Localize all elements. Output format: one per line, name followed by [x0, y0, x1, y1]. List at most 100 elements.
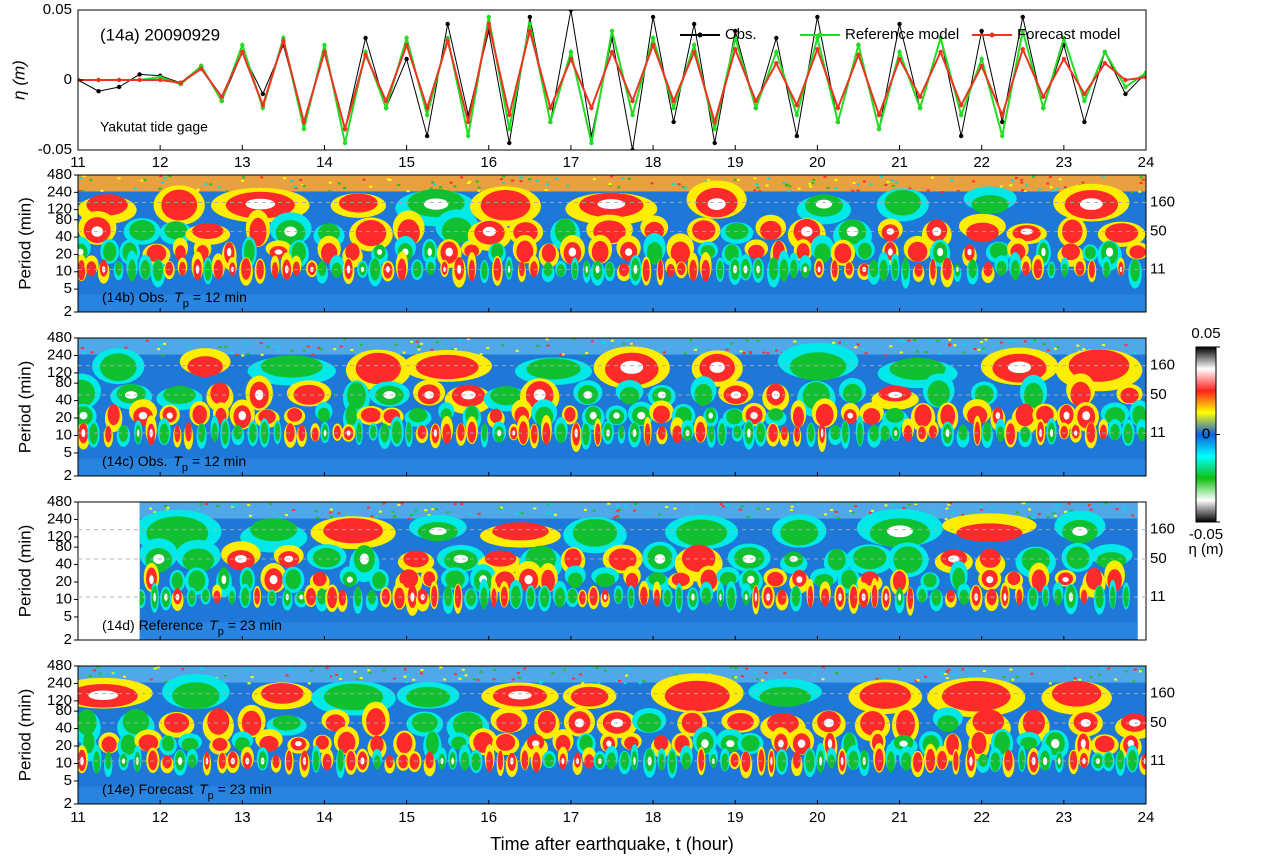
texture [701, 259, 710, 282]
texture [98, 672, 102, 675]
texture [1107, 667, 1111, 670]
texture [974, 385, 994, 404]
texture [477, 186, 481, 189]
texture [642, 679, 646, 682]
texture [1021, 189, 1025, 192]
texture [797, 739, 806, 748]
texture [1104, 223, 1139, 243]
texture [879, 175, 883, 178]
texture [153, 667, 157, 670]
texture [420, 669, 424, 672]
texture [1006, 340, 1010, 343]
texture [765, 184, 769, 187]
texture [502, 175, 506, 178]
texture [1098, 681, 1102, 684]
texture [290, 349, 294, 352]
texture [360, 407, 381, 423]
y-tick-label: 240 [47, 510, 72, 527]
texture [907, 339, 911, 342]
texture [392, 420, 402, 444]
texture [1058, 178, 1062, 181]
series-point [691, 42, 697, 48]
y-tick-label: 480 [47, 493, 72, 510]
texture [869, 424, 880, 442]
texture [317, 588, 327, 605]
texture [553, 513, 557, 516]
texture [621, 177, 625, 180]
texture [101, 736, 117, 753]
texture [1048, 263, 1055, 277]
x-tick-label: 15 [398, 154, 415, 171]
texture [1050, 338, 1054, 341]
texture [195, 265, 200, 274]
y-tick-label: 10 [55, 590, 72, 607]
texture [489, 408, 503, 424]
texture [980, 508, 984, 511]
texture [229, 590, 235, 605]
texture [354, 586, 362, 607]
colorbar-tick-label: 0.05 [1191, 325, 1220, 342]
texture [166, 506, 170, 509]
texture [269, 575, 278, 585]
texture [1094, 735, 1115, 753]
series-point [733, 35, 738, 41]
texture [532, 752, 541, 773]
texture [1002, 675, 1006, 678]
texture [945, 429, 950, 437]
chart-title: (14a) 20090929 [100, 25, 220, 44]
texture [1054, 588, 1062, 606]
texture [880, 425, 890, 442]
series-point [958, 112, 964, 118]
texture [333, 348, 337, 351]
texture [326, 674, 330, 677]
texture [1137, 426, 1146, 442]
texture [323, 683, 384, 711]
texture [378, 510, 382, 513]
texture [670, 241, 690, 264]
tp-sub: p [183, 298, 189, 310]
texture [1065, 666, 1069, 669]
texture [315, 735, 329, 750]
series-point [445, 21, 450, 27]
texture [767, 571, 784, 587]
texture [815, 199, 833, 209]
texture [266, 345, 270, 348]
series-point [157, 77, 163, 83]
y-tick-label: 480 [47, 329, 72, 346]
series-point [979, 63, 984, 69]
texture [1042, 757, 1048, 766]
texture [937, 715, 959, 733]
texture [458, 339, 462, 342]
series-point [466, 119, 471, 125]
texture [544, 189, 548, 192]
texture [78, 709, 97, 736]
texture [789, 509, 793, 512]
texture [721, 505, 725, 508]
texture [927, 340, 931, 343]
texture [339, 345, 343, 348]
texture [962, 351, 966, 354]
texture [977, 348, 981, 351]
texture [337, 182, 341, 185]
texture [899, 339, 903, 342]
texture [610, 339, 614, 342]
series-point [404, 42, 409, 48]
texture [204, 260, 212, 282]
texture [807, 423, 815, 443]
texture [940, 191, 944, 194]
texture [445, 247, 453, 257]
texture [209, 183, 213, 186]
texture [811, 182, 815, 185]
series-point [137, 72, 142, 77]
texture [86, 194, 128, 216]
texture [192, 405, 207, 425]
texture [1139, 181, 1143, 184]
texture [640, 586, 648, 606]
texture [792, 751, 801, 769]
texture [515, 349, 519, 352]
y-axis-label: η (m) [9, 60, 28, 100]
texture [962, 344, 966, 347]
texture [175, 245, 186, 261]
texture [657, 391, 667, 399]
texture [944, 518, 948, 521]
